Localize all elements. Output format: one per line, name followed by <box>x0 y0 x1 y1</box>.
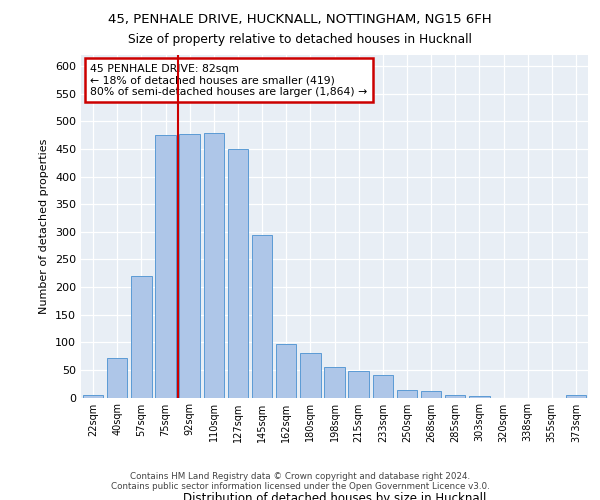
Bar <box>421 391 442 398</box>
Bar <box>252 234 272 398</box>
Text: Contains HM Land Registry data © Crown copyright and database right 2024.
Contai: Contains HM Land Registry data © Crown c… <box>110 472 490 491</box>
Text: Size of property relative to detached houses in Hucknall: Size of property relative to detached ho… <box>128 32 472 46</box>
Bar <box>445 396 466 398</box>
Bar <box>373 375 393 398</box>
Bar <box>324 367 345 398</box>
X-axis label: Distribution of detached houses by size in Hucknall: Distribution of detached houses by size … <box>183 492 486 500</box>
Bar <box>227 149 248 398</box>
Bar <box>300 354 320 398</box>
Bar <box>469 396 490 398</box>
Bar <box>179 134 200 398</box>
Bar <box>155 135 176 398</box>
Bar <box>83 396 103 398</box>
Bar <box>349 371 369 398</box>
Y-axis label: Number of detached properties: Number of detached properties <box>40 138 49 314</box>
Bar <box>397 390 417 398</box>
Bar <box>131 276 152 398</box>
Text: 45, PENHALE DRIVE, HUCKNALL, NOTTINGHAM, NG15 6FH: 45, PENHALE DRIVE, HUCKNALL, NOTTINGHAM,… <box>108 12 492 26</box>
Bar <box>203 133 224 398</box>
Bar <box>566 396 586 398</box>
Bar <box>107 358 127 398</box>
Text: 45 PENHALE DRIVE: 82sqm
← 18% of detached houses are smaller (419)
80% of semi-d: 45 PENHALE DRIVE: 82sqm ← 18% of detache… <box>90 64 367 97</box>
Bar <box>276 344 296 398</box>
